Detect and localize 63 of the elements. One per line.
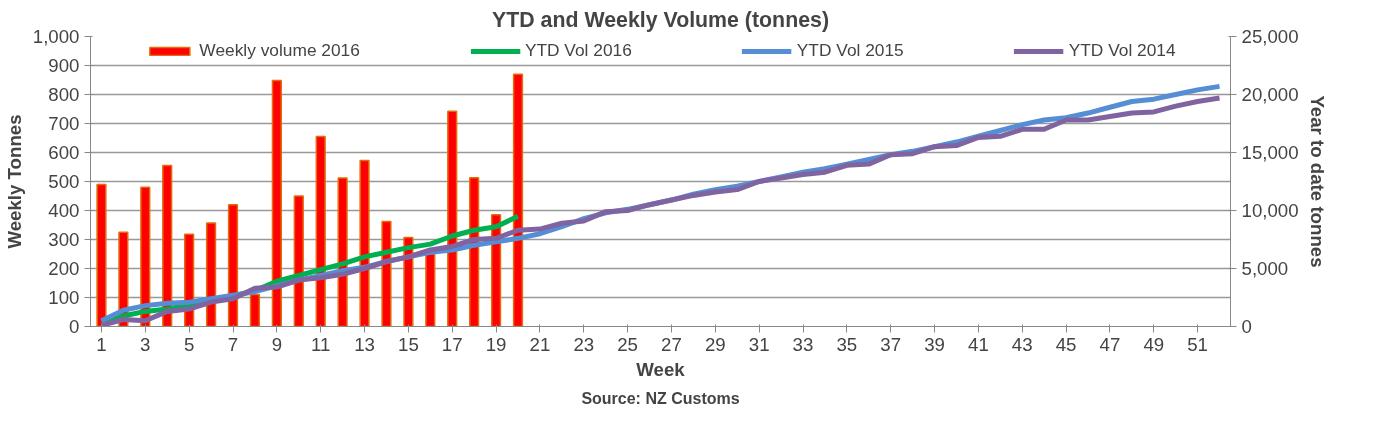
x-tick-label: 41 (968, 333, 989, 355)
y-tick-label: 0 (69, 316, 80, 337)
legend-label: Weekly volume 2016 (199, 40, 360, 61)
legend-label: YTD Vol 2014 (1068, 40, 1176, 61)
x-tick-label: 43 (1011, 333, 1033, 355)
y2-axis-title: Year to date tonnes (1306, 95, 1328, 268)
x-tick-label: 47 (1099, 333, 1121, 355)
y-tick-label: 600 (48, 142, 80, 163)
source-note: Source: NZ Customs (581, 389, 740, 407)
x-tick-label: 15 (398, 333, 419, 355)
x-tick-label: 39 (924, 333, 945, 355)
bar (512, 73, 524, 327)
bar (315, 135, 326, 327)
x-tick-label: 17 (441, 333, 463, 355)
bar (359, 159, 370, 327)
y2-tick-label: 5,000 (1241, 258, 1289, 279)
chart-title: YTD and Weekly Volume (tonnes) (492, 7, 829, 32)
y-tick-label: 100 (48, 287, 80, 308)
y2-tick-label: 0 (1241, 316, 1252, 337)
x-tick-label: 3 (140, 333, 151, 355)
legend-label: YTD Vol 2015 (796, 40, 904, 61)
x-tick-label: 31 (748, 333, 770, 355)
bar (337, 177, 348, 327)
y2-tick-label: 15,000 (1241, 142, 1299, 163)
x-tick-label: 19 (485, 333, 507, 355)
bar (227, 203, 239, 327)
x-tick-label: 21 (529, 333, 551, 355)
x-tick-label: 1 (96, 333, 107, 355)
x-tick-label: 23 (573, 333, 595, 355)
x-tick-label: 33 (792, 333, 814, 355)
y-tick-label: 700 (48, 113, 80, 134)
x-tick-label: 29 (704, 333, 726, 355)
y2-tick-label: 10,000 (1241, 200, 1299, 221)
x-tick-label: 51 (1187, 333, 1209, 355)
x-tick-label: 7 (227, 333, 239, 355)
bar (293, 195, 304, 327)
x-tick-label: 35 (836, 333, 858, 355)
bar (425, 253, 436, 327)
x-tick-label: 5 (183, 333, 195, 355)
x-tick-label: 37 (880, 333, 902, 355)
y-tick-label: 200 (48, 258, 80, 279)
bar (96, 183, 107, 327)
bar (447, 110, 458, 327)
y-tick-label: 1,000 (32, 26, 80, 47)
y2-tick-label: 25,000 (1241, 26, 1299, 47)
x-tick-label: 27 (661, 333, 682, 355)
bar (271, 79, 282, 327)
legend-label: YTD Vol 2016 (524, 40, 632, 61)
x-tick-label: 11 (311, 333, 331, 355)
y-tick-label: 800 (48, 84, 80, 105)
x-tick-label: 25 (617, 333, 639, 355)
y2-tick-label: 20,000 (1241, 84, 1299, 105)
y-tick-label: 300 (48, 229, 80, 250)
x-tick-label: 13 (354, 333, 375, 355)
y-tick-label: 900 (48, 55, 80, 76)
x-axis-title: Week (636, 358, 686, 380)
x-tick-label: 45 (1055, 333, 1077, 355)
y-tick-label: 500 (48, 171, 80, 192)
y-axis-title: Weekly Tonnes (3, 114, 25, 249)
y-tick-label: 400 (48, 200, 80, 221)
bar (249, 293, 261, 327)
x-tick-label: 9 (271, 333, 283, 355)
x-tick-label: 49 (1143, 333, 1165, 355)
